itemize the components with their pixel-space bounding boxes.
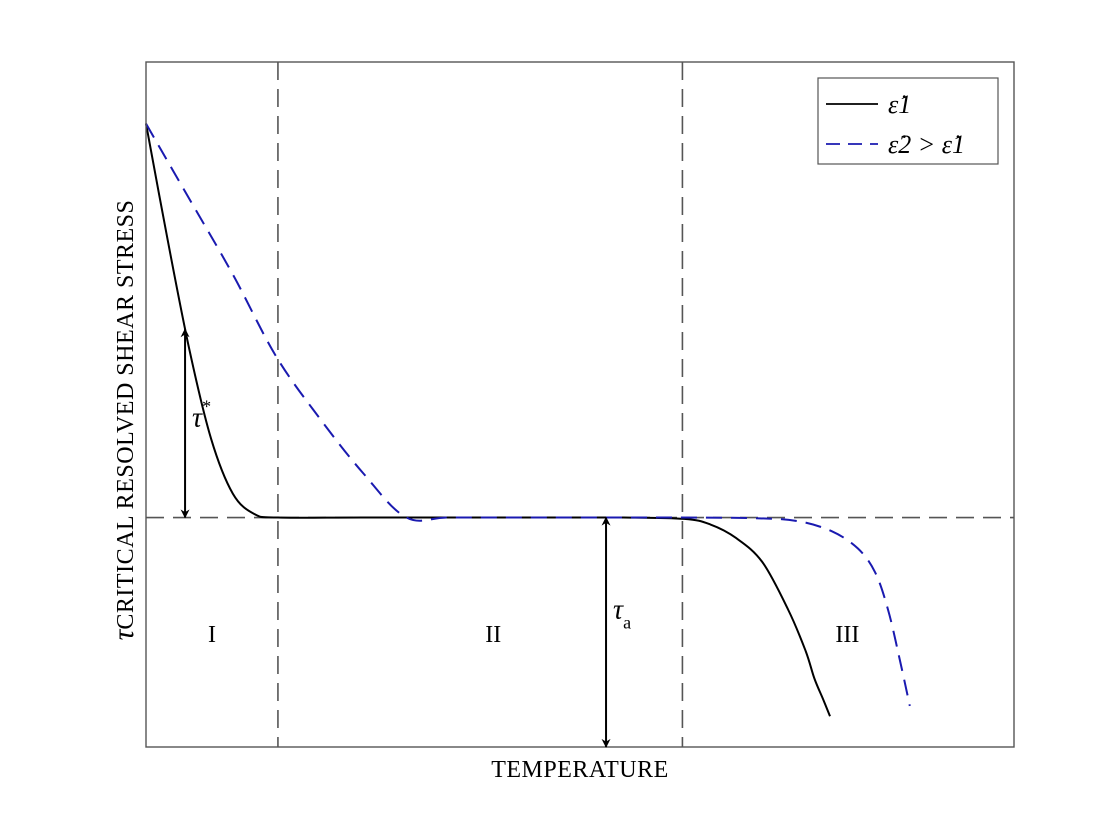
annotation-label-1: τ* <box>192 396 211 433</box>
legend-label-series-2: ε̇2 > ε̇1 <box>888 130 965 159</box>
plot-frame <box>145 61 1015 748</box>
y-axis-label-group: τCRITICAL RESOLVED SHEAR STRESS <box>107 200 140 641</box>
annotation-label-2: τa <box>613 594 631 632</box>
legend-box <box>817 77 999 165</box>
annotation-subscript-2: a <box>623 612 631 632</box>
region-label-3: III <box>835 622 859 648</box>
series-line-2 <box>145 123 911 707</box>
y-axis-text: CRITICAL RESOLVED SHEAR STRESS <box>113 200 139 630</box>
annotation-symbol-2: τ <box>613 594 624 625</box>
x-axis-label: TEMPERATURE <box>491 757 669 783</box>
y-axis-symbol: τ <box>107 628 140 640</box>
y-axis-label: τCRITICAL RESOLVED SHEAR STRESS <box>107 200 140 641</box>
region-label-1: I <box>208 622 216 648</box>
annotation-superscript-1: * <box>202 396 211 416</box>
legend: ε̇1 ε̇2 > ε̇1 <box>817 77 999 165</box>
region-label-2: II <box>485 622 501 648</box>
annotation-symbol-1: τ <box>192 402 203 433</box>
legend-label-series-1: ε̇1 <box>888 90 911 119</box>
plot-area <box>145 61 1015 748</box>
